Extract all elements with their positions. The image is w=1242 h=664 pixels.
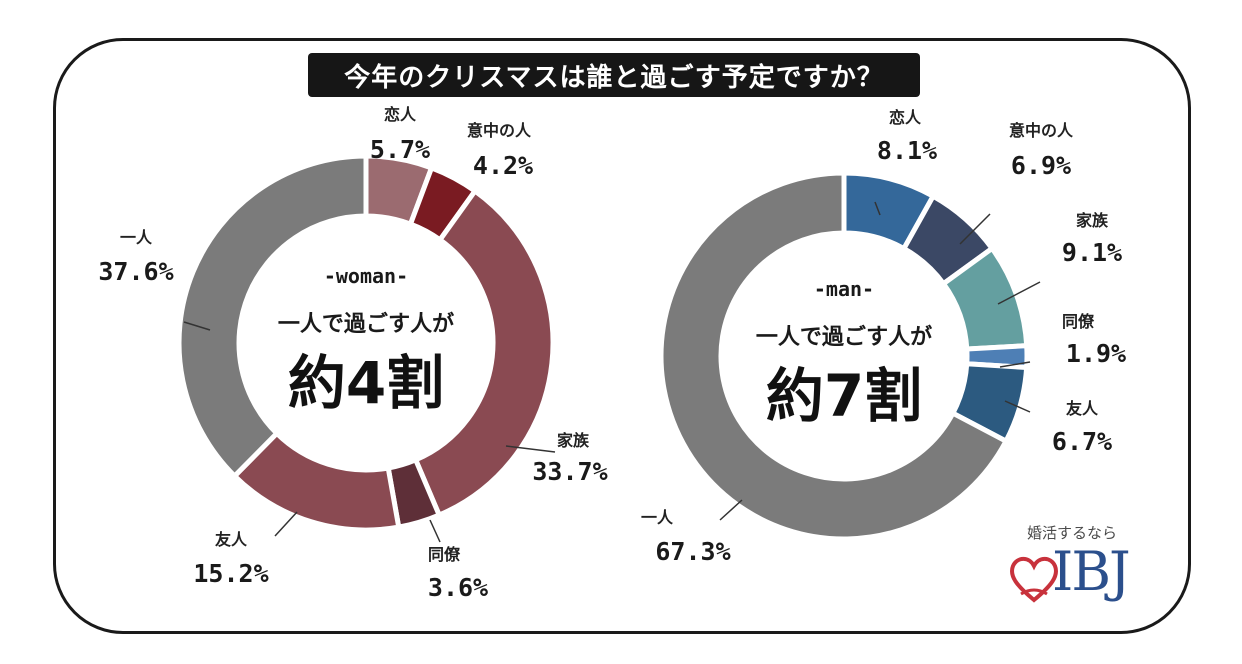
value-label-1-2: 9.1%: [1062, 238, 1122, 267]
category-label-1-1: 意中の人: [1009, 121, 1074, 140]
value-label-0-4: 15.2%: [193, 559, 268, 588]
value-label-1-0: 8.1%: [877, 136, 937, 165]
leader-line-1-4: [1004, 400, 1031, 413]
category-label-1-4: 友人: [1066, 399, 1099, 418]
card-frame: [53, 38, 1191, 634]
value-label-1-4: 6.7%: [1052, 427, 1112, 456]
category-label-1-5: 一人: [641, 508, 674, 527]
slice-0-2: [412, 187, 556, 519]
category-label-1-0: 恋人: [889, 108, 922, 127]
category-label-0-1: 意中の人: [467, 121, 532, 140]
slice-1-5: [658, 170, 1010, 542]
leader-line-1-0: [874, 201, 881, 216]
leader-line-1-1: [959, 213, 991, 245]
chart-title: 今年のクリスマスは誰と過ごす予定ですか？: [308, 53, 920, 97]
center-gender-1: -man-: [814, 277, 874, 301]
leader-line-0-4: [274, 511, 298, 537]
center-highlight-1: 約7割: [766, 362, 922, 430]
value-label-0-2: 33.7%: [532, 457, 607, 486]
leader-line-1-5: [719, 499, 743, 521]
category-label-0-0: 恋人: [384, 105, 417, 124]
category-label-0-4: 友人: [215, 530, 248, 549]
value-label-1-5: 67.3%: [655, 537, 730, 566]
category-label-0-2: 家族: [557, 431, 590, 450]
center-subtext-0: 一人で過ごす人が: [278, 311, 454, 337]
value-label-0-0: 5.7%: [370, 135, 430, 164]
value-label-1-1: 6.9%: [1011, 151, 1071, 180]
leader-line-0-3: [429, 519, 441, 543]
leader-line-1-3: [999, 361, 1031, 368]
value-label-0-1: 4.2%: [473, 151, 533, 180]
brand-name: IBJ: [1052, 540, 1131, 603]
slice-0-5: [176, 153, 369, 480]
center-gender-0: -woman-: [324, 264, 408, 288]
leader-line-0-5: [183, 321, 211, 331]
value-label-1-3: 1.9%: [1066, 339, 1126, 368]
value-label-0-5: 37.6%: [98, 257, 173, 286]
category-label-0-3: 同僚: [428, 545, 461, 564]
category-label-0-5: 一人: [120, 228, 153, 247]
value-label-0-3: 3.6%: [428, 573, 488, 602]
category-label-1-3: 同僚: [1062, 312, 1095, 331]
center-highlight-0: 約4割: [288, 349, 444, 417]
leader-line-0-2: [505, 445, 556, 453]
brand-tagline: 婚活するなら: [1026, 524, 1117, 542]
category-label-1-2: 家族: [1076, 211, 1109, 230]
heart-logo-icon: [1010, 556, 1058, 603]
center-subtext-1: 一人で過ごす人が: [756, 324, 932, 350]
leader-line-1-2: [997, 281, 1041, 305]
